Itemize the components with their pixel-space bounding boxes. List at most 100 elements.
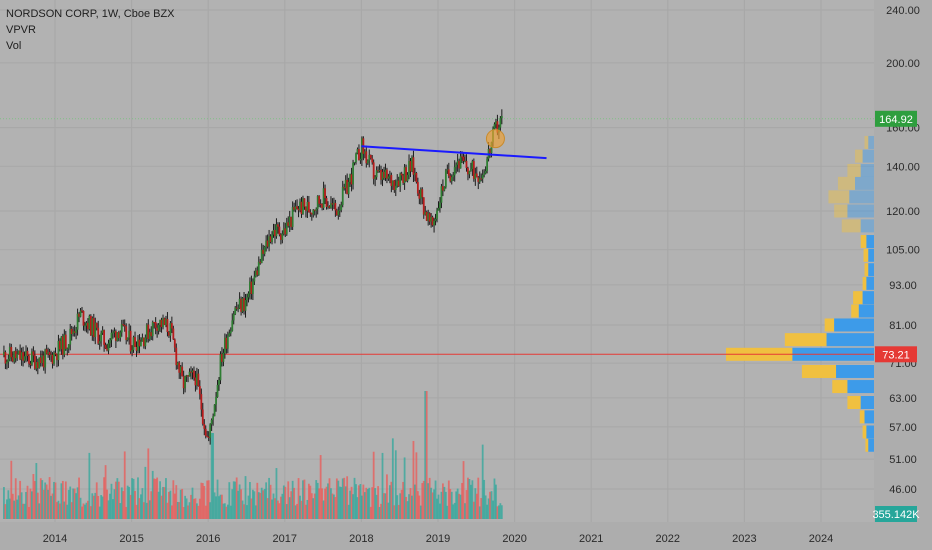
candle-body <box>166 318 169 333</box>
candle-body <box>365 151 368 164</box>
volume-bar <box>402 481 405 519</box>
volume-bar <box>334 497 337 519</box>
volume-bar <box>150 491 153 519</box>
volume-bar <box>278 503 281 519</box>
candle-body <box>305 206 307 211</box>
candle-body <box>44 349 47 368</box>
candle-body <box>219 354 222 381</box>
candle-body <box>284 228 287 235</box>
volume-bar <box>216 479 219 519</box>
volume-indicator-label[interactable]: Vol <box>6 40 22 52</box>
volume-bar <box>302 480 304 519</box>
volume-bar <box>490 491 493 519</box>
candle-body <box>181 366 184 377</box>
candle-body <box>287 222 290 227</box>
candle-body <box>178 362 181 373</box>
volume-bar <box>16 499 19 519</box>
volume-bar <box>325 486 328 519</box>
candle-body <box>53 352 55 364</box>
candle-body <box>256 270 259 276</box>
candle-body <box>285 222 288 235</box>
volume-bar <box>430 487 433 519</box>
candle-body <box>490 142 493 154</box>
candle-body <box>144 337 147 347</box>
candle-body <box>381 171 384 180</box>
candle-body <box>294 206 297 210</box>
candle-body <box>19 350 22 360</box>
volume-profile-bar-down <box>784 333 827 347</box>
volume-bar <box>397 504 400 519</box>
candle-body <box>440 186 443 203</box>
candle-body <box>402 175 405 183</box>
volume-bar <box>94 492 97 519</box>
candle-body <box>45 349 48 354</box>
volume-bar <box>293 487 296 519</box>
candle-body <box>237 308 240 310</box>
volume-bar <box>440 491 443 519</box>
candle-body <box>117 332 120 339</box>
candle-body <box>419 189 422 199</box>
candle-body <box>218 380 220 385</box>
volume-bar <box>10 460 13 519</box>
candle-body <box>250 281 253 294</box>
volume-bar <box>172 480 175 519</box>
candle-body <box>462 156 465 161</box>
candle-body <box>449 175 452 182</box>
candle-body <box>422 197 425 215</box>
candle-body <box>290 216 293 227</box>
candle-body <box>268 236 270 247</box>
candle-body <box>299 201 301 211</box>
volume-bar <box>464 503 466 519</box>
volume-bar <box>8 498 11 519</box>
candle-body <box>42 355 45 368</box>
volume-bar <box>372 451 375 519</box>
volume-bar <box>215 496 217 519</box>
time-axis-label: 2016 <box>196 533 220 545</box>
candle-body <box>347 181 350 195</box>
volume-bar <box>475 493 478 519</box>
time-axis-label: 2019 <box>426 533 450 545</box>
volume-bar <box>405 496 407 519</box>
candle-body <box>433 220 435 226</box>
candle-body <box>41 355 44 364</box>
volume-bar <box>119 503 122 519</box>
volume-bar <box>425 391 428 519</box>
volume-bar <box>461 482 463 519</box>
candle-body <box>406 174 409 181</box>
candle-body <box>193 370 195 378</box>
volume-bar <box>59 503 61 519</box>
candle-body <box>229 330 232 334</box>
candle-body <box>76 313 79 330</box>
candle-body <box>431 217 434 226</box>
candle-body <box>253 276 256 282</box>
volume-bar <box>165 478 167 519</box>
volume-bar <box>281 493 284 519</box>
candle-body <box>187 375 189 377</box>
volume-bar <box>44 482 47 519</box>
volume-bar <box>484 495 487 519</box>
candle-body <box>399 173 402 187</box>
candle-body <box>416 182 419 194</box>
candle-body <box>38 357 41 369</box>
price-axis-label: 240.00 <box>886 5 920 17</box>
candle-body <box>393 180 396 191</box>
volume-bar <box>360 495 363 519</box>
candle-body <box>337 210 340 216</box>
vpvr-indicator-label[interactable]: VPVR <box>6 24 36 36</box>
resistance-trendline <box>361 145 547 160</box>
volume-bar <box>377 486 379 519</box>
candle-body <box>486 158 489 172</box>
candle-body <box>232 314 235 321</box>
candle-body <box>179 366 182 373</box>
volume-bar <box>455 491 458 519</box>
volume-bar <box>193 498 195 519</box>
candle-body <box>333 202 335 205</box>
volume-bar <box>218 496 220 519</box>
volume-bar <box>197 505 200 519</box>
volume-bar <box>260 487 263 519</box>
volume-bar <box>194 498 197 519</box>
volume-bar <box>23 503 26 519</box>
volume-bar <box>394 450 397 519</box>
volume-bar <box>175 485 178 519</box>
